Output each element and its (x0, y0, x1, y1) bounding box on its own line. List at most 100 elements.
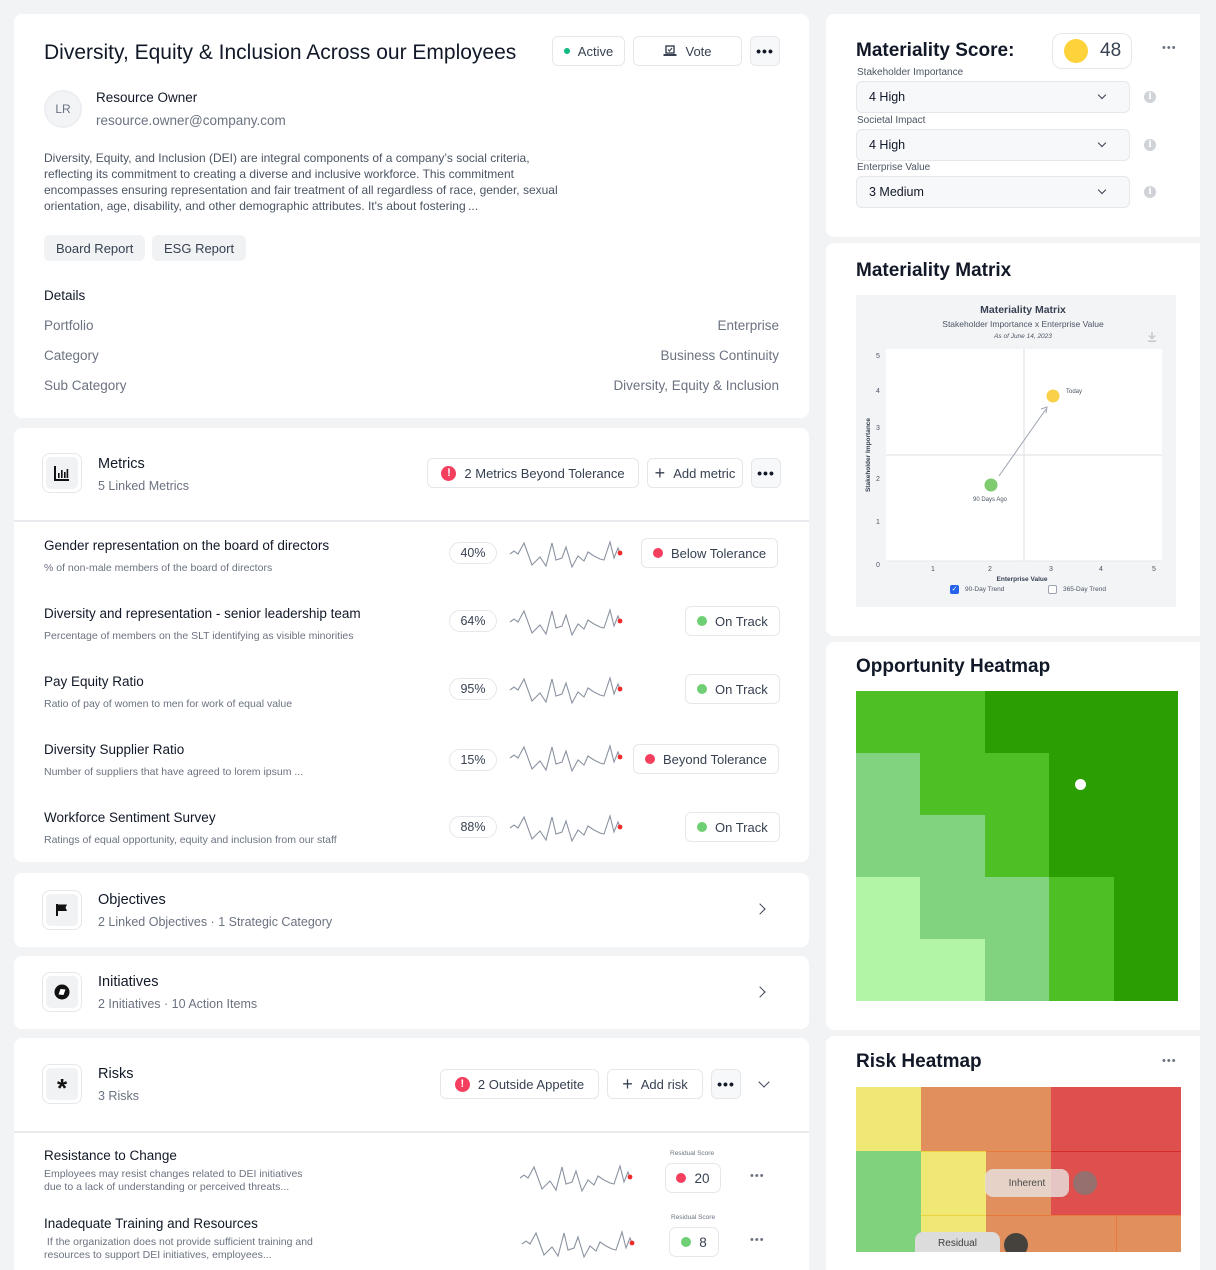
inherent-label-text: Inherent (1008, 1177, 1046, 1189)
risk-description: If the organization does not provide suf… (44, 1236, 313, 1248)
score-value: 8 (699, 1234, 707, 1250)
add-risk-button[interactable]: + Add risk (607, 1069, 703, 1099)
download-icon[interactable] (1148, 332, 1156, 342)
opportunity-heatmap-card: Opportunity Heatmap (826, 642, 1200, 1030)
info-icon[interactable]: i (1144, 186, 1156, 198)
objectives-card[interactable]: Objectives 2 Linked Objectives · 1 Strat… (14, 873, 809, 947)
societal-impact-select[interactable]: 4 High (856, 129, 1130, 161)
risk-name[interactable]: Inadequate Training and Resources (44, 1216, 258, 1231)
risks-more-button[interactable]: ••• (711, 1069, 741, 1099)
heatmap-cell (1114, 691, 1178, 753)
owner-email[interactable]: resource.owner@company.com (96, 113, 286, 128)
chevron-right-icon[interactable] (754, 903, 766, 915)
status-label: On Track (715, 681, 768, 697)
initiatives-section-icon (42, 972, 82, 1012)
metric-status-badge[interactable]: Below Tolerance (641, 538, 779, 568)
score-dot-icon (681, 1237, 692, 1247)
detail-row-category: Category Business Continuity (44, 348, 779, 368)
checkbox-unchecked-icon[interactable] (1048, 585, 1057, 594)
tag-board-report[interactable]: Board Report (44, 235, 146, 261)
stakeholder-importance-select[interactable]: 4 High (856, 81, 1130, 113)
checkbox-checked-icon[interactable]: ✓ (950, 585, 959, 594)
metric-value: 95% (449, 678, 497, 700)
metric-status-badge[interactable]: On Track (685, 674, 780, 704)
svg-text:1: 1 (876, 519, 880, 526)
owner-avatar: LR (44, 90, 82, 128)
risk-more-button[interactable]: ••• (750, 1234, 765, 1246)
tag-esg-report[interactable]: ESG Report (152, 235, 247, 261)
risk-row[interactable]: Resistance to Change Employees may resis… (14, 1146, 809, 1206)
initiatives-card[interactable]: Initiatives 2 Initiatives · 10 Action It… (14, 956, 809, 1029)
heatmap-cell (921, 1151, 986, 1215)
asterisk-icon: * (56, 1073, 68, 1103)
metric-row[interactable]: Workforce Sentiment Survey Ratings of eq… (14, 810, 809, 878)
risks-alert-button[interactable]: ! 2 Outside Appetite (440, 1069, 599, 1099)
risk-heatmap-more-button[interactable]: ••• (1162, 1055, 1177, 1067)
chart-date: As of June 14, 2023 (994, 333, 1052, 340)
inherent-risk-marker[interactable] (1073, 1171, 1097, 1195)
metrics-section-icon (42, 453, 82, 493)
more-actions-button[interactable]: ••• (750, 36, 780, 66)
metric-name[interactable]: Workforce Sentiment Survey (44, 810, 216, 825)
metric-row[interactable]: Diversity and representation - senior le… (14, 606, 809, 674)
risk-row[interactable]: Inadequate Training and Resources If the… (14, 1214, 809, 1270)
detail-row-sub-category: Sub Category Diversity, Equity & Inclusi… (44, 378, 779, 398)
chevron-right-icon[interactable] (754, 986, 766, 998)
metric-status-badge[interactable]: Beyond Tolerance (633, 744, 779, 774)
metric-status-badge[interactable]: On Track (685, 606, 780, 636)
metric-name[interactable]: Gender representation on the board of di… (44, 538, 330, 553)
risks-card: * Risks 3 Risks ! 2 Outside Appetite + A… (14, 1038, 809, 1270)
initiatives-subtitle: 2 Initiatives · 10 Action Items (98, 997, 258, 1011)
heatmap-position-marker[interactable] (1075, 779, 1086, 790)
enterprise-value-select[interactable]: 3 Medium (856, 176, 1130, 208)
risks-title: Risks (98, 1066, 134, 1082)
status-dot-icon (697, 616, 707, 626)
compass-icon (54, 984, 70, 1000)
metric-status-badge[interactable]: On Track (685, 812, 780, 842)
metric-row[interactable]: Diversity Supplier Ratio Number of suppl… (14, 742, 809, 810)
svg-text:2: 2 (876, 476, 880, 483)
sparkline-chart (521, 1230, 635, 1259)
add-metric-button[interactable]: + Add metric (647, 458, 743, 488)
status-label: Below Tolerance (671, 545, 767, 561)
status-label: On Track (715, 819, 768, 835)
heatmap-cell (985, 691, 1050, 753)
residual-risk-marker[interactable] (1004, 1233, 1028, 1252)
enterprise-value-label: Enterprise Value (857, 162, 931, 173)
metric-name[interactable]: Diversity and representation - senior le… (44, 606, 361, 621)
info-icon[interactable]: i (1144, 139, 1156, 151)
metric-row[interactable]: Gender representation on the board of di… (14, 538, 809, 606)
score-dot-icon (1064, 39, 1088, 63)
metrics-alert-button[interactable]: ! 2 Metrics Beyond Tolerance (427, 458, 639, 488)
legend-365-day-trend[interactable]: 365-Day Trend (1048, 585, 1106, 594)
sparkline-chart (509, 676, 623, 705)
metric-value: 64% (449, 610, 497, 632)
heatmap-cell (985, 877, 1050, 939)
more-icon: ••• (757, 465, 775, 481)
heatmap-cell (1114, 877, 1178, 939)
heatmap-cell (1049, 877, 1114, 939)
svg-text:5: 5 (1152, 566, 1156, 573)
residual-score-badge[interactable]: 8 (669, 1227, 719, 1257)
metric-value: 88% (449, 816, 497, 838)
heatmap-cell (1116, 1215, 1181, 1252)
vote-button[interactable]: Vote (633, 36, 742, 66)
metric-value: 40% (449, 542, 497, 564)
chevron-down-icon[interactable] (758, 1076, 770, 1088)
status-badge[interactable]: Active (552, 36, 625, 66)
metric-name[interactable]: Diversity Supplier Ratio (44, 742, 185, 757)
residual-score-badge[interactable]: 20 (665, 1163, 721, 1193)
risk-name[interactable]: Resistance to Change (44, 1148, 177, 1163)
objectives-subtitle: 2 Linked Objectives · 1 Strategic Catego… (98, 915, 333, 929)
more-button[interactable]: ••• (1162, 42, 1177, 54)
legend-90-day-trend[interactable]: ✓ 90-Day Trend (950, 585, 1004, 594)
description: Diversity, Equity, and Inclusion (DEI) a… (44, 151, 558, 213)
metrics-more-button[interactable]: ••• (751, 458, 781, 488)
metric-row[interactable]: Pay Equity Ratio Ratio of pay of women t… (14, 674, 809, 742)
details-heading: Details (44, 288, 86, 303)
info-icon[interactable]: i (1144, 91, 1156, 103)
risk-more-button[interactable]: ••• (750, 1170, 765, 1182)
metric-name[interactable]: Pay Equity Ratio (44, 674, 144, 689)
svg-text:2: 2 (988, 566, 992, 573)
chart-subtitle: Stakeholder Importance x Enterprise Valu… (942, 319, 1104, 329)
